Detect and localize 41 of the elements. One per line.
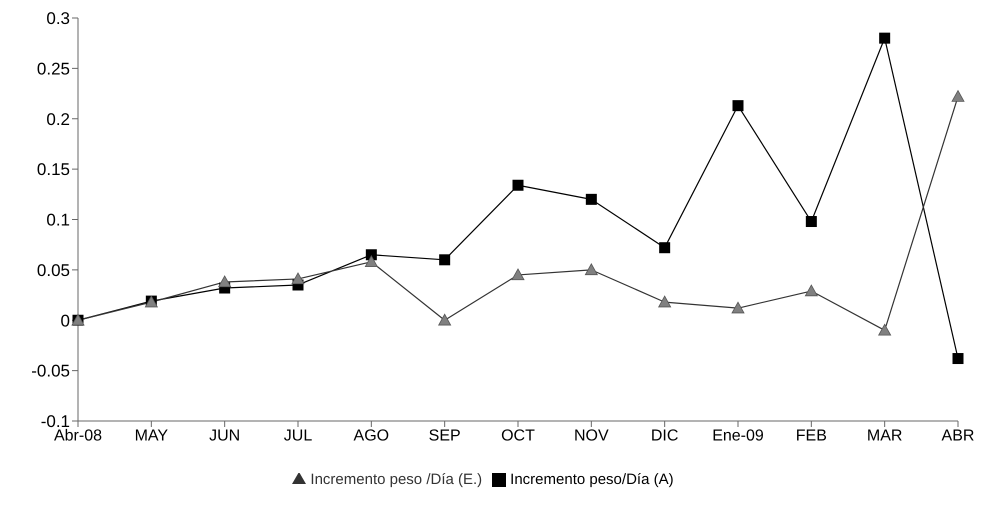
point [879, 32, 890, 44]
x-tick-label: OCT [501, 427, 536, 444]
x-tick-label: FEB [796, 427, 827, 444]
y-tick-label: 0 [60, 311, 70, 330]
point [806, 216, 817, 228]
point [952, 353, 964, 364]
point [438, 314, 452, 326]
point [658, 296, 672, 308]
x-tick-label: SEP [428, 427, 461, 444]
point [439, 254, 450, 266]
point [586, 194, 597, 205]
x-tick-label: Ene-09 [712, 427, 764, 444]
y-tick-label: 0.25 [36, 59, 70, 78]
point [732, 302, 744, 314]
point [732, 100, 744, 112]
x-tick-label: DIC [650, 427, 678, 444]
x-tick-label: ABR [942, 427, 974, 444]
point [804, 284, 818, 296]
y-tick-label: 0.15 [36, 160, 70, 180]
point [292, 272, 304, 284]
point [952, 90, 964, 102]
legend-label: Incremento peso/Día (A) [510, 471, 674, 488]
x-tick-label: MAY [134, 427, 168, 444]
point [584, 263, 598, 276]
x-tick-label: AGO [354, 427, 390, 444]
point [364, 255, 378, 268]
y-tick-label: 0.1 [46, 210, 70, 230]
y-tick-label: 0.2 [46, 110, 70, 129]
point [512, 180, 524, 191]
legend-label: Incremento peso /Día (E.) [310, 471, 482, 488]
y-tick-label: 0.05 [36, 260, 70, 280]
point [878, 324, 892, 336]
x-tick-label: MAR [866, 427, 902, 444]
point [218, 276, 232, 288]
y-tick-label: -0.05 [31, 362, 70, 381]
x-tick-label: JUN [209, 427, 240, 444]
point [659, 242, 670, 254]
x-tick-label: JUL [284, 427, 312, 444]
x-tick-label: NOV [574, 427, 609, 444]
y-tick-label: 0.3 [46, 9, 70, 28]
point [512, 268, 524, 280]
